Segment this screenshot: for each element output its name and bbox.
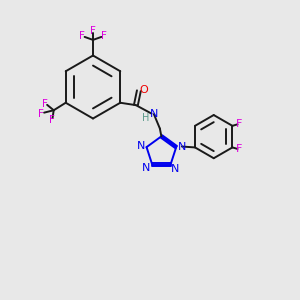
Text: N: N [171,164,179,174]
Text: F: F [49,115,55,125]
Text: H: H [142,113,150,123]
Text: F: F [79,31,85,41]
Text: N: N [150,109,158,119]
Text: N: N [137,141,145,151]
Text: F: F [236,144,242,154]
Text: F: F [101,31,107,41]
Text: F: F [90,26,96,36]
Text: F: F [236,119,242,129]
Text: N: N [178,142,186,152]
Text: F: F [38,109,44,119]
Text: N: N [142,163,150,173]
Text: F: F [42,99,48,109]
Text: O: O [139,85,148,95]
